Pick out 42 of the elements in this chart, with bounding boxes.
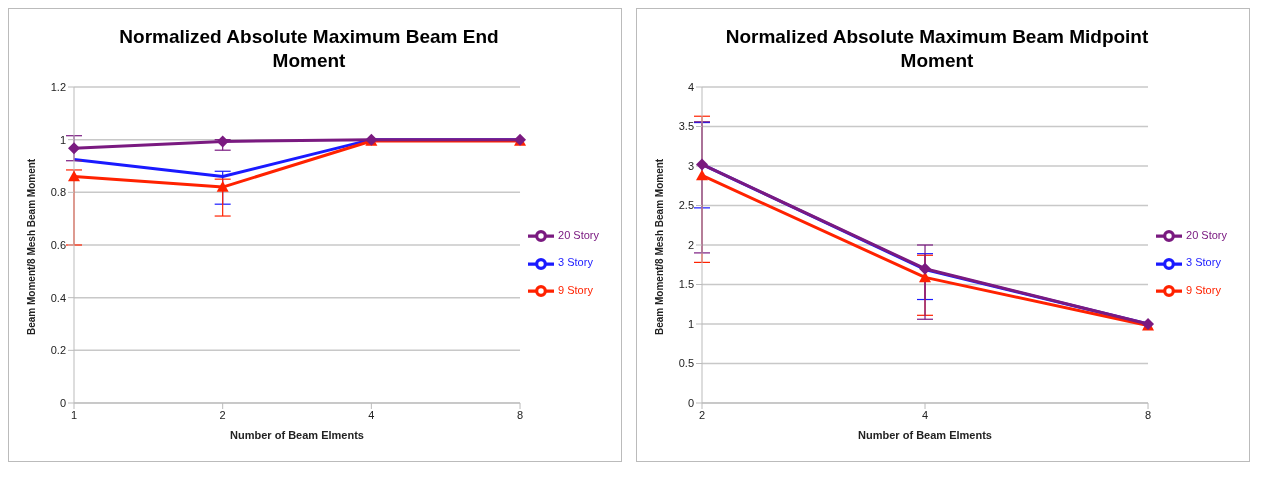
point [919,262,932,275]
y-axis-title: Beam Moment/8 Mesh Beam Moment [25,158,37,335]
y-tick-label: 3 [687,159,694,172]
point [68,142,80,155]
x-tick-label: 2 [698,408,706,421]
y-tick-label: 0 [59,396,66,409]
y-axis-title: Beam Moment/8 Mesh Beam Moment [653,158,665,335]
legend-label: 20 Story [558,229,599,242]
y-tick-label: 2 [687,238,694,251]
legend-label: 20 Story [1186,229,1227,242]
y-tick-label: 4 [687,80,694,93]
point [68,170,80,182]
chart-title: Normalized Absolute Maximum Beam Midpoint Moment [724,25,1150,73]
y-tick-label: 0.4 [50,291,66,304]
x-tick-label: 2 [219,408,226,421]
y-tick-label: 1 [59,133,66,146]
y-tick-label: 1 [687,317,694,330]
point [216,181,229,192]
legend-label: 3 Story [1186,256,1221,269]
x-tick-label: 4 [921,408,929,421]
y-tick-label: 0 [687,396,694,409]
y-tick-label: 2.5 [678,199,694,212]
point [696,169,708,181]
legend-label: 9 Story [558,283,593,296]
chart-title: Normalized Absolute Maximum Beam End Moment [118,25,500,73]
y-tick-label: 3.5 [678,120,694,133]
y-tick-label: 0.8 [50,186,66,199]
y-tick-label: 1.2 [50,80,66,93]
x-tick-label: 4 [368,408,375,421]
legend-label: 3 Story [558,256,593,269]
x-tick-label: 1 [70,408,78,421]
x-tick-label: 8 [1144,408,1152,421]
y-tick-label: 0.5 [678,357,694,370]
x-axis-title: Number of Beam Elments [230,429,364,441]
y-tick-label: 0.2 [50,344,66,357]
x-tick-label: 8 [516,408,524,421]
y-tick-label: 1.5 [678,278,694,291]
y-tick-label: 0.6 [50,238,66,251]
point [696,158,708,171]
legend-label: 9 Story [1186,283,1221,296]
point [216,135,229,148]
x-axis-title: Number of Beam Elments [858,429,992,441]
